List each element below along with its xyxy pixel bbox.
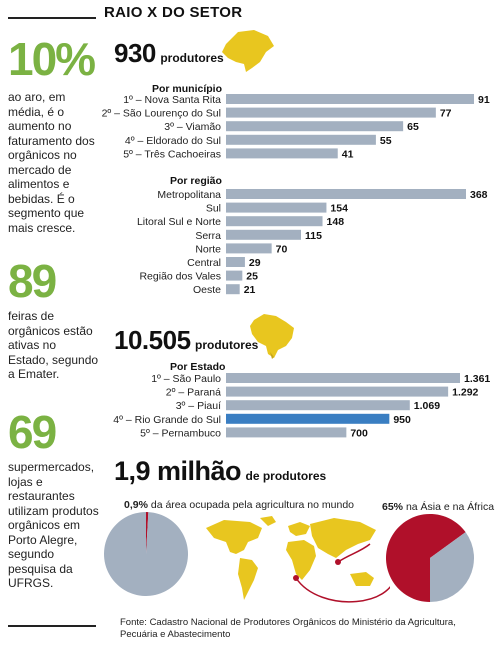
bar [226,134,376,145]
bar-value-label: 41 [342,148,354,160]
bar-category-label: 2º – Paraná [166,387,221,399]
bar-value-label: 91 [478,94,490,106]
pie-world-text: da área ocupada pela agricultura no mund… [150,499,355,511]
bar [226,257,245,267]
bar-category-label: Metropolitana [157,189,221,201]
rs-total: 930 produtores [114,38,224,69]
bar [226,413,390,424]
rio-grande-do-sul-map-icon [222,30,274,72]
bar [226,373,460,383]
bar-category-label: Litoral Sul e Norte [137,216,221,228]
municipio-title: Por município [152,83,223,95]
bar [226,189,466,199]
source-note: Fonte: Cadastro Nacional de Produtores O… [120,617,456,640]
bar-value-label: 700 [350,427,368,439]
pie-world-value: 0,9% [124,499,148,511]
world-total-unit: de produtores [245,469,327,483]
world-total-number: 1,9 milhão [114,456,242,486]
stat-fairs-text: feiras de orgânicos estão ativas no Esta… [8,309,99,381]
bar [226,243,272,254]
bar-value-label: 115 [305,230,322,242]
bar-value-label: 25 [246,271,258,283]
pie-slice [386,514,466,602]
pie-slice [430,532,474,602]
pie-asia-label: 65% na Ásia e na África [382,501,494,513]
bar-value-label: 368 [470,189,488,201]
pie-asia-value: 65% [382,501,404,513]
pie-asia-text: na Ásia e na África [405,501,495,513]
rs-total-unit: produtores [160,51,224,65]
estado-title: Por Estado [170,361,226,373]
bar-category-label: 1º – São Paulo [151,373,221,385]
bar [226,284,240,295]
bar-category-label: 5º – Pernambuco [140,427,221,439]
stat-percent-text: ao aro, em média, é o aumento no faturam… [8,90,95,235]
bar [226,121,404,132]
bar-value-label: 77 [440,108,452,120]
bar [226,148,338,159]
estado-bar-chart: 1º – São Paulo 1.361 2º – Paraná 1.292 3º – … [113,373,490,439]
bar-category-label: 4º – Rio Grande do Sul [113,414,221,426]
br-total: 10.505 produtores [114,325,258,356]
bar-category-label: Serra [195,230,221,242]
bar [226,229,301,240]
bar [226,400,410,411]
bar-category-label: 4º – Eldorado do Sul [125,135,221,147]
stat-fairs-value: 89 [8,255,57,307]
bar-value-label: 21 [244,284,256,296]
world-map-icon [206,516,390,603]
pie-slice [104,512,188,596]
bar-category-label: Região dos Vales [139,271,221,283]
header-title: RAIO X DO SETOR [104,4,243,21]
municipio-bar-chart: 1º – Nova Santa Rita 91 2º – São Lourenço … [102,94,490,160]
bar-value-label: 55 [380,135,392,147]
br-total-number: 10.505 [114,325,191,355]
bar-value-label: 1.069 [414,400,440,412]
footer-rule [8,625,96,627]
bar [226,270,243,281]
stat-stores-value: 69 [8,406,57,458]
bar-value-label: 65 [407,121,419,133]
pie-world-label: 0,9% da área ocupada pela agricultura no… [124,499,354,511]
bar-value-label: 148 [327,216,345,228]
stat-stores-text: supermercados, lojas e restaurantes util… [8,460,99,590]
br-total-unit: produtores [194,338,259,352]
pie-world-chart [104,512,188,596]
rs-total-number: 930 [114,38,156,68]
stat-percent-value: 10% [8,33,96,85]
bar [226,427,347,438]
bar [226,216,323,227]
bar-category-label: Oeste [193,284,221,296]
bar-category-label: 3º – Piauí [176,400,221,412]
bar-value-label: 950 [393,414,411,426]
bar-category-label: Norte [195,243,221,255]
bar [226,386,449,397]
pie-asia-chart [386,514,474,602]
bar-category-label: 5º – Três Cachoeiras [123,148,221,160]
bar-category-label: 1º – Nova Santa Rita [123,94,221,106]
bar-category-label: 2º – São Lourenço do Sul [102,108,221,120]
bar [226,94,474,104]
regiao-title: Por região [170,175,222,187]
pie-slice [146,512,149,554]
bar-category-label: 3º – Viamão [164,121,221,133]
bar-value-label: 29 [249,257,261,269]
bar [226,107,436,118]
world-total: 1,9 milhão de produtores [114,456,326,487]
bar-value-label: 1.361 [464,373,490,385]
regiao-bar-chart: Metropolitana 368 Sul 154 Litoral Sul e Nort… [137,189,488,296]
bar-value-label: 70 [276,243,288,255]
bar [226,202,327,213]
bar-value-label: 154 [330,203,348,215]
header-rule [8,17,96,19]
bar-category-label: Central [187,257,221,269]
bar-category-label: Sul [206,203,221,215]
brazil-map-icon [250,314,294,359]
bar-value-label: 1.292 [452,387,478,399]
